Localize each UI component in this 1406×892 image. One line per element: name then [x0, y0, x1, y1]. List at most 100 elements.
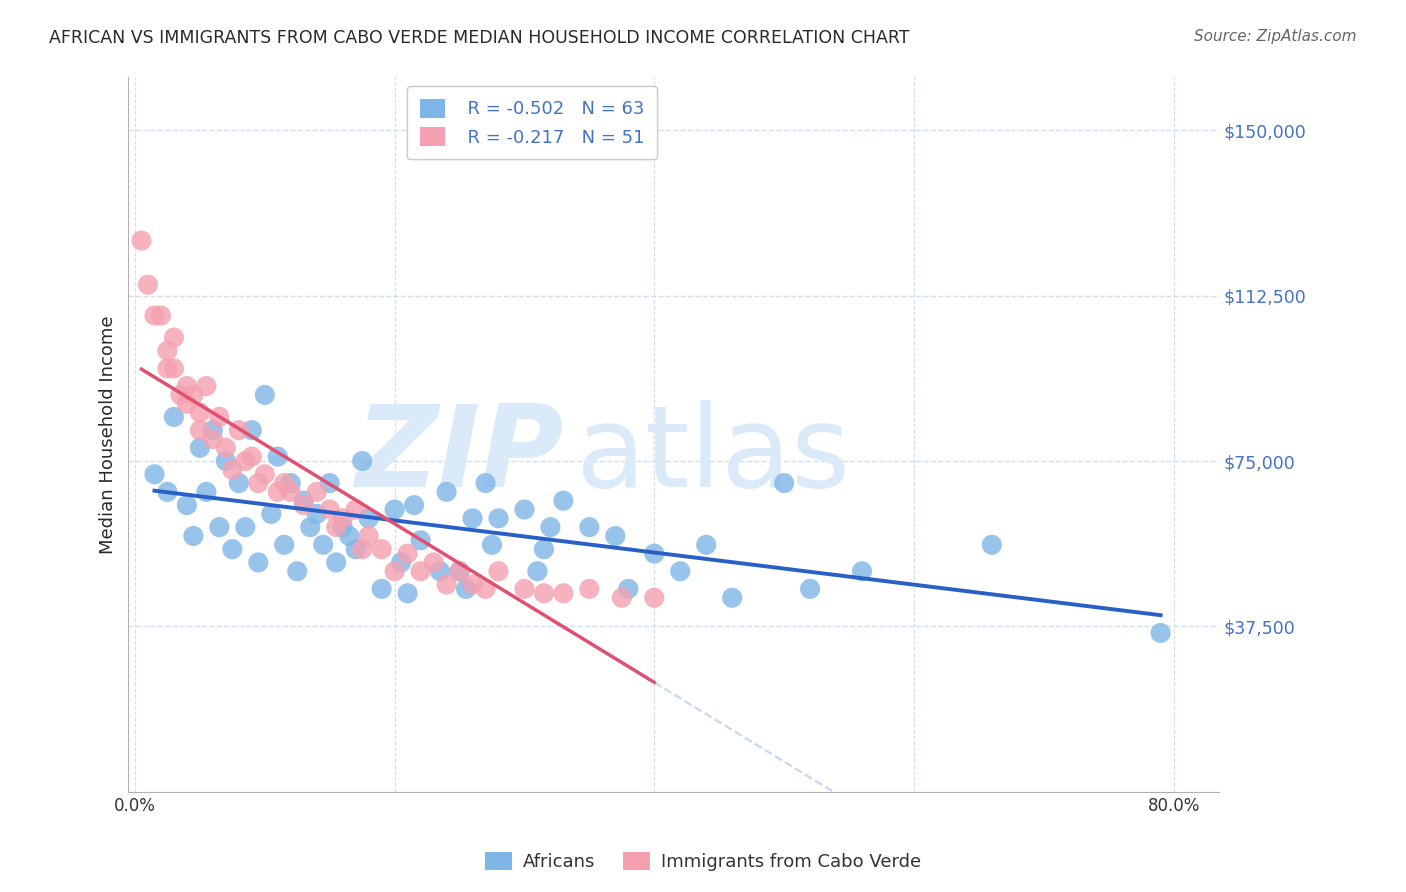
Point: [247, 556, 270, 570]
Point: [404, 498, 426, 512]
Point: [513, 502, 536, 516]
Point: [488, 511, 510, 525]
Point: [233, 520, 256, 534]
Point: [488, 564, 510, 578]
Point: [143, 467, 166, 482]
Point: [247, 476, 270, 491]
Point: [643, 547, 665, 561]
Point: [773, 476, 796, 491]
Point: [610, 591, 633, 605]
Point: [163, 330, 186, 344]
Point: [436, 577, 458, 591]
Point: [208, 409, 231, 424]
Point: [481, 538, 503, 552]
Point: [461, 511, 484, 525]
Point: [169, 388, 191, 402]
Point: [533, 586, 555, 600]
Point: [318, 476, 340, 491]
Point: [454, 582, 477, 596]
Point: [352, 542, 374, 557]
Point: [176, 397, 198, 411]
Point: [357, 511, 380, 525]
Point: [156, 343, 179, 358]
Point: [384, 502, 406, 516]
Point: [318, 502, 340, 516]
Y-axis label: Median Household Income: Median Household Income: [100, 315, 117, 554]
Point: [325, 556, 347, 570]
Point: [357, 529, 380, 543]
Point: [267, 450, 290, 464]
Point: [188, 405, 211, 419]
Point: [188, 423, 211, 437]
Point: [228, 476, 250, 491]
Text: atlas: atlas: [575, 401, 851, 511]
Point: [131, 234, 153, 248]
Point: [449, 564, 471, 578]
Point: [156, 361, 179, 376]
Legend: Africans, Immigrants from Cabo Verde: Africans, Immigrants from Cabo Verde: [478, 845, 928, 879]
Point: [201, 423, 224, 437]
Point: [370, 542, 392, 557]
Point: [396, 547, 419, 561]
Point: [409, 533, 432, 548]
Point: [163, 409, 186, 424]
Point: [370, 582, 392, 596]
Point: [474, 582, 496, 596]
Point: [669, 564, 692, 578]
Point: [240, 450, 263, 464]
Point: [449, 564, 471, 578]
Point: [578, 582, 600, 596]
Point: [292, 493, 315, 508]
Point: [533, 542, 555, 557]
Point: [292, 498, 315, 512]
Point: [143, 309, 166, 323]
Point: [305, 507, 328, 521]
Point: [578, 520, 600, 534]
Point: [253, 467, 276, 482]
Point: [422, 556, 444, 570]
Legend:   R = -0.502   N = 63,   R = -0.217   N = 51: R = -0.502 N = 63, R = -0.217 N = 51: [406, 87, 657, 160]
Point: [240, 423, 263, 437]
Point: [285, 564, 308, 578]
Point: [215, 454, 238, 468]
Point: [605, 529, 627, 543]
Point: [233, 454, 256, 468]
Point: [176, 379, 198, 393]
Point: [195, 379, 218, 393]
Point: [312, 538, 335, 552]
Point: [389, 556, 412, 570]
Point: [253, 388, 276, 402]
Point: [851, 564, 873, 578]
Point: [1149, 626, 1171, 640]
Point: [538, 520, 561, 534]
Point: [228, 423, 250, 437]
Point: [695, 538, 717, 552]
Point: [332, 520, 354, 534]
Point: [409, 564, 432, 578]
Point: [337, 529, 360, 543]
Point: [396, 586, 419, 600]
Point: [215, 441, 238, 455]
Point: [201, 432, 224, 446]
Point: [352, 454, 374, 468]
Point: [305, 484, 328, 499]
Point: [273, 538, 295, 552]
Point: [332, 511, 354, 525]
Point: [344, 542, 367, 557]
Point: [221, 463, 243, 477]
Point: [188, 441, 211, 455]
Text: Source: ZipAtlas.com: Source: ZipAtlas.com: [1194, 29, 1357, 44]
Point: [280, 476, 302, 491]
Point: [195, 484, 218, 499]
Point: [474, 476, 496, 491]
Point: [260, 507, 283, 521]
Point: [721, 591, 744, 605]
Point: [163, 361, 186, 376]
Point: [429, 564, 451, 578]
Point: [273, 476, 295, 491]
Point: [553, 586, 575, 600]
Point: [513, 582, 536, 596]
Point: [183, 529, 205, 543]
Point: [526, 564, 548, 578]
Point: [553, 493, 575, 508]
